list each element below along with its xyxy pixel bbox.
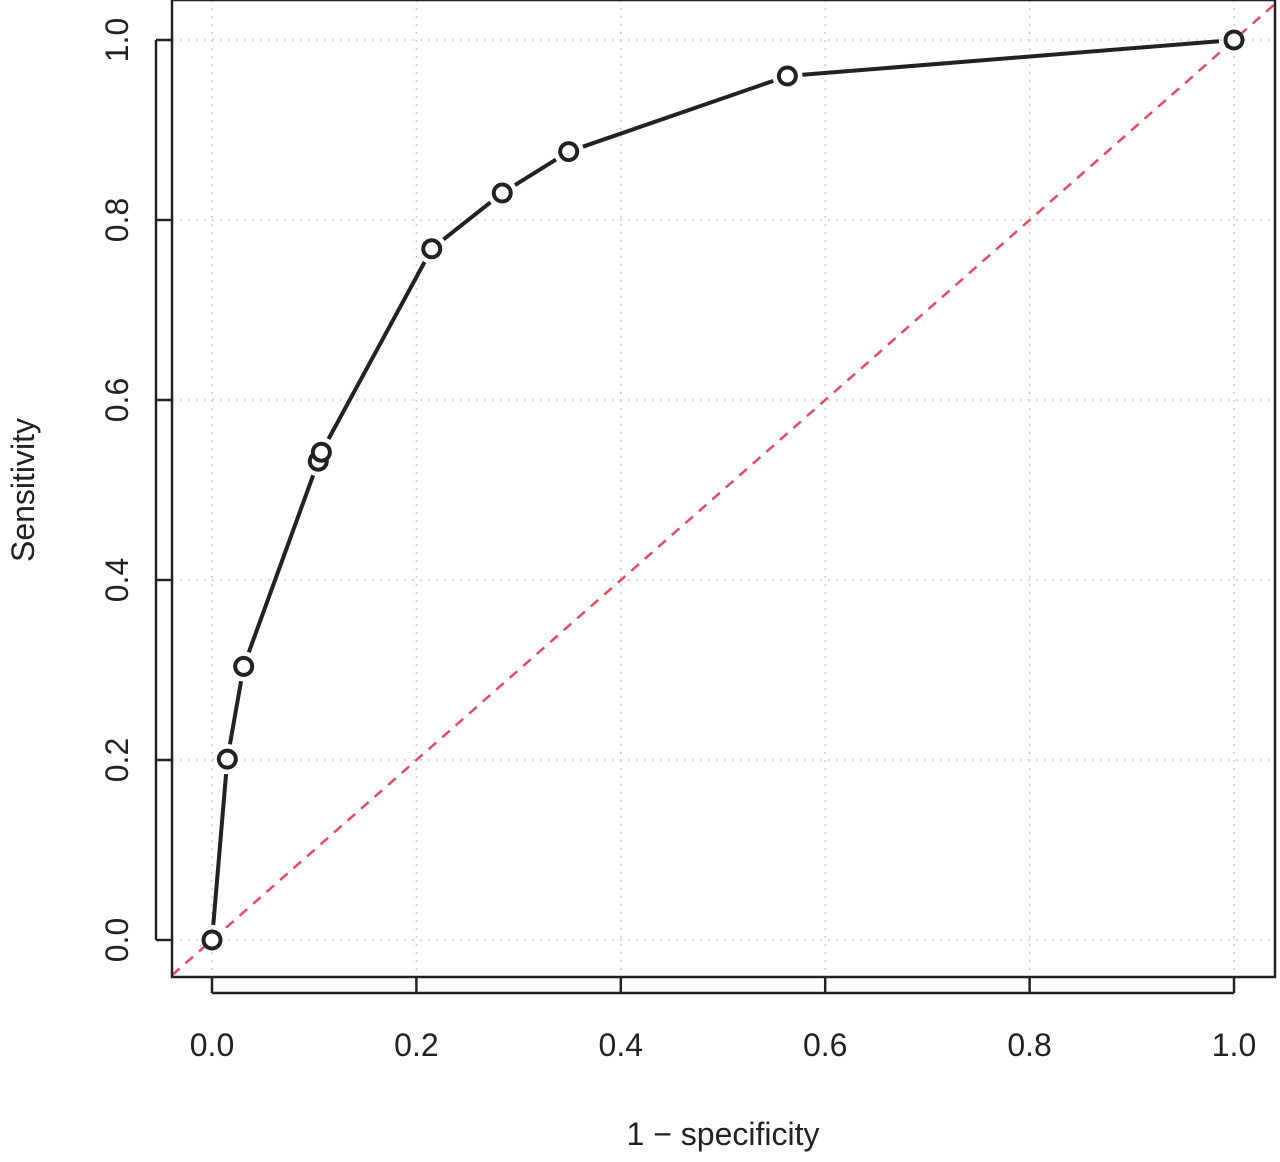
x-tick-label: 1.0 bbox=[1212, 1027, 1256, 1063]
x-tick-label: 0.6 bbox=[803, 1027, 847, 1063]
reference-diagonal-line bbox=[171, 2, 1276, 977]
y-tick-label: 1.0 bbox=[99, 18, 135, 62]
roc-point bbox=[310, 441, 332, 463]
roc-line-segment bbox=[211, 773, 229, 926]
y-tick-label: 0.8 bbox=[99, 198, 135, 242]
axis-layer: 0.0 0.2 0.4 0.6 0.8 1.0 0.0 0.2 0.4 0.6 0.8 1.0 bbox=[99, 18, 1256, 1063]
roc-point bbox=[421, 238, 443, 260]
x-tick-label: 0.0 bbox=[190, 1027, 234, 1063]
roc-line-segment bbox=[513, 157, 558, 187]
y-tick-label: 0.4 bbox=[99, 558, 135, 602]
series-layer bbox=[201, 29, 1245, 951]
y-tick-label: 0.6 bbox=[99, 378, 135, 422]
y-tick-label: 0.2 bbox=[99, 738, 135, 782]
roc-point bbox=[558, 141, 580, 163]
roc-point bbox=[1223, 29, 1245, 51]
reference-line-layer bbox=[171, 2, 1276, 977]
roc-point bbox=[233, 655, 255, 677]
x-tick-label: 0.8 bbox=[1007, 1027, 1051, 1063]
roc-line-segment bbox=[582, 79, 774, 149]
y-axis-title: Sensitivity bbox=[5, 418, 41, 562]
roc-point bbox=[201, 929, 223, 951]
x-tick-label: 0.2 bbox=[394, 1027, 438, 1063]
roc-line-segment bbox=[246, 474, 316, 653]
x-tick-label: 0.4 bbox=[599, 1027, 643, 1063]
roc-point bbox=[776, 65, 798, 87]
roc-line-segment bbox=[326, 261, 427, 440]
plot-frame bbox=[170, 0, 1277, 979]
roc-line-segment bbox=[442, 200, 492, 242]
roc-point bbox=[216, 748, 238, 770]
y-tick-label: 0.0 bbox=[99, 918, 135, 962]
roc-point bbox=[491, 182, 513, 204]
grid-layer bbox=[172, 0, 1275, 977]
x-axis-title: 1 − specificity bbox=[627, 1116, 820, 1152]
roc-line-segment bbox=[802, 39, 1220, 77]
roc-line-segment bbox=[227, 680, 244, 745]
